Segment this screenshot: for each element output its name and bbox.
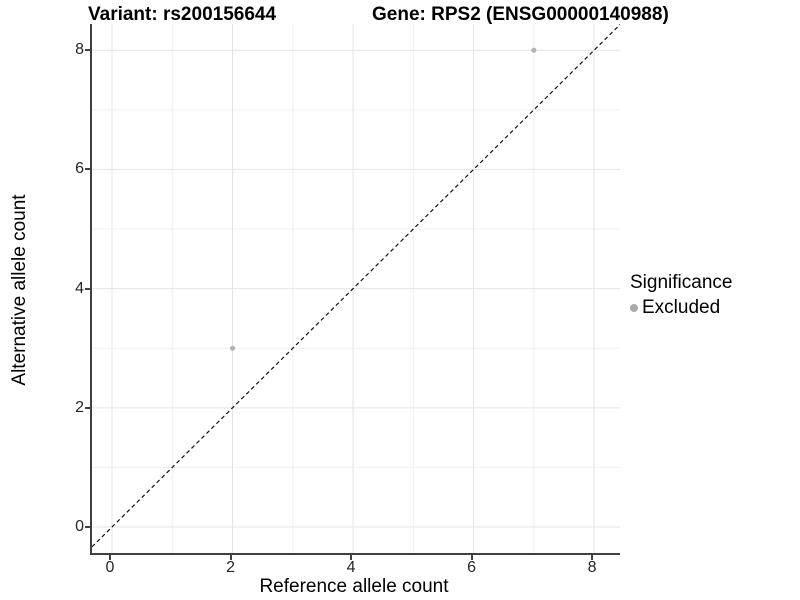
x-tick-label: 2 — [226, 559, 235, 576]
plot-title-gene: Gene: RPS2 (ENSG00000140988) — [372, 4, 669, 25]
x-tick-mark — [470, 555, 473, 560]
y-tick-mark — [85, 526, 90, 528]
x-tick-mark — [109, 555, 111, 560]
y-tick-label: 2 — [75, 398, 84, 416]
x-tick-mark — [350, 555, 353, 560]
y-tick-label: 4 — [75, 279, 84, 297]
y-tick-mark — [85, 168, 90, 171]
y-tick-mark — [85, 287, 90, 290]
excluded-point-icon — [630, 304, 638, 312]
x-tick-label: 8 — [587, 559, 597, 576]
y-tick-mark — [85, 406, 90, 409]
plot-panel — [90, 24, 620, 555]
x-tick-label: 6 — [467, 559, 477, 576]
x-tick-label: 0 — [105, 559, 115, 576]
data-point — [531, 47, 537, 53]
legend: Significance Excluded — [630, 272, 732, 319]
x-tick-mark — [229, 555, 232, 560]
y-axis-title: Alternative allele count — [9, 194, 30, 386]
legend-title: Significance — [630, 272, 733, 293]
x-tick-label: 4 — [346, 559, 356, 576]
y-tick-label: 8 — [75, 41, 84, 59]
legend-entry-label: Excluded — [642, 297, 721, 318]
x-axis-title: Reference allele count — [259, 576, 449, 597]
y-tick-mark — [85, 49, 90, 52]
identity-line — [92, 24, 620, 548]
y-tick-label: 6 — [75, 160, 84, 178]
data-point — [229, 345, 236, 351]
scatter-plot — [92, 24, 620, 553]
x-tick-mark — [591, 555, 594, 560]
y-tick-label: 0 — [75, 518, 84, 535]
legend-entry-excluded: Excluded — [630, 297, 732, 319]
plot-title-variant: Variant: rs200156644 — [88, 4, 277, 25]
